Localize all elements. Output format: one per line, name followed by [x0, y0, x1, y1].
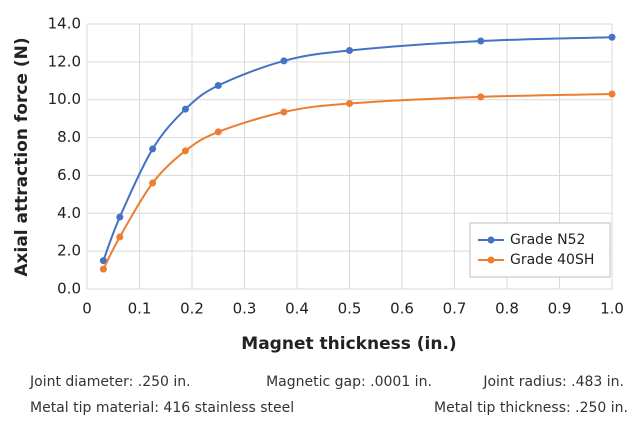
point: [116, 233, 124, 241]
x-tick-label: 0.9: [548, 300, 572, 318]
point: [181, 105, 189, 113]
annotation: Metal tip thickness: .250 in.: [434, 400, 628, 416]
y-tick-label: 2.0: [57, 242, 81, 260]
legend-box: [469, 222, 611, 278]
y-tick-label: 10.0: [48, 90, 81, 108]
annotation: Metal tip material: 416 stainless steel: [30, 400, 294, 416]
x-tick-label: 0.2: [180, 300, 204, 318]
point: [346, 100, 353, 107]
point: [346, 47, 353, 54]
point: [477, 93, 485, 101]
x-tick-label: 0.4: [285, 300, 309, 318]
legend-marker: [487, 236, 495, 244]
point: [214, 82, 222, 90]
point: [280, 108, 288, 116]
legend-label: Grade N52: [510, 232, 585, 248]
annotation: Magnetic gap: .0001 in.: [266, 374, 432, 390]
legend-label: Grade 40SH: [510, 252, 594, 268]
x-tick-label: 0.5: [338, 300, 362, 318]
point: [477, 37, 485, 45]
point: [214, 128, 222, 136]
x-axis-label: Magnet thickness (in.): [241, 334, 456, 354]
point: [99, 265, 107, 273]
point: [99, 257, 107, 265]
point: [608, 33, 616, 41]
x-tick-label: 0: [82, 300, 92, 318]
point: [116, 213, 124, 221]
legend-marker: [487, 256, 495, 264]
x-tick-label: 0.1: [128, 300, 152, 318]
point: [149, 145, 157, 153]
point: [149, 179, 157, 187]
point: [608, 90, 616, 98]
y-tick-label: 14.0: [48, 15, 81, 33]
y-tick-label: 8.0: [57, 128, 81, 146]
x-tick-label: 1.0: [600, 300, 624, 318]
y-tick-label: 6.0: [57, 166, 81, 184]
x-tick-label: 0.3: [233, 300, 257, 318]
annotation: Joint radius: .483 in.: [482, 374, 624, 390]
y-axis-label: Axial attraction force (N): [12, 37, 32, 276]
x-tick-label: 0.7: [443, 300, 467, 318]
point: [280, 57, 288, 65]
point: [181, 147, 189, 155]
y-tick-label: 0.0: [57, 280, 81, 298]
annotation: Joint diameter: .250 in.: [29, 374, 191, 390]
y-tick-label: 12.0: [48, 52, 81, 70]
x-tick-label: 0.8: [495, 300, 519, 318]
y-tick-label: 4.0: [57, 204, 81, 222]
x-tick-label: 0.6: [390, 300, 414, 318]
